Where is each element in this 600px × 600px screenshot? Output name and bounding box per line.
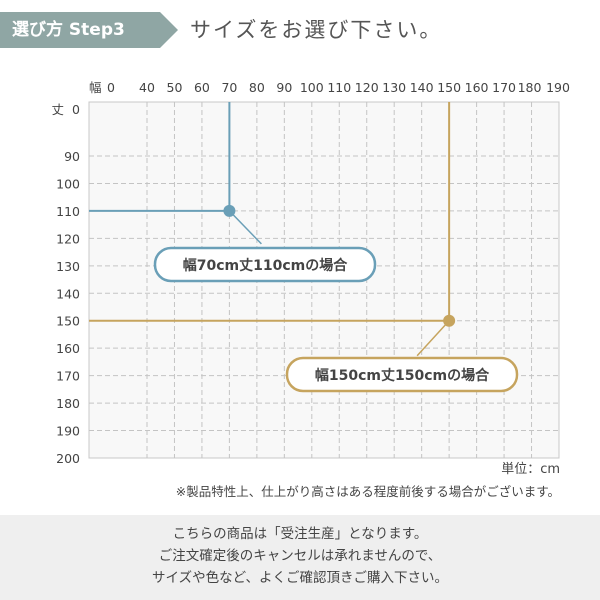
x-tick-label: 100 (300, 80, 324, 95)
x-tick-label: 180 (518, 80, 542, 95)
page-title: サイズをお選び下さい。 (190, 18, 443, 42)
x-tick-label: 80 (249, 80, 265, 95)
x-tick-label: 90 (276, 80, 292, 95)
y-tick-label: 120 (56, 231, 80, 246)
x-tick-label: 40 (139, 80, 155, 95)
size-chart: 0 40 50 60 70 80 90 100 110 120 130 140 150 160 170 180… (51, 80, 570, 466)
y-tick-label: 170 (56, 369, 80, 384)
x-tick-label: 120 (355, 80, 379, 95)
x-tick-label: 150 (437, 80, 461, 95)
y-tick-label: 110 (56, 204, 80, 219)
y-tick-label: 130 (56, 259, 80, 274)
x-tick-label: 0 (107, 80, 115, 95)
marker-dot (443, 314, 456, 327)
callout-box (153, 246, 377, 283)
y-axis-label: 丈 (51, 102, 64, 117)
y-tick-label: 0 (72, 102, 80, 117)
y-tick-label: 100 (56, 176, 80, 191)
note-text: ※製品特性上、仕上がり高さはある程度前後する場合がございます。 (175, 484, 560, 499)
x-tick-label: 170 (492, 80, 516, 95)
unit-label: 単位：cm (501, 462, 560, 477)
x-tick-label: 60 (194, 80, 210, 95)
x-tick-label: 130 (382, 80, 406, 95)
x-tick-label: 190 (546, 80, 570, 95)
footer-line: ご注文確定後のキャンセルは承れませんので、 (158, 548, 442, 564)
x-tick-label: 70 (221, 80, 237, 95)
y-tick-label: 140 (56, 286, 80, 301)
callout-box (285, 356, 519, 393)
callout-connector (416, 320, 450, 357)
y-tick-label: 160 (56, 341, 80, 356)
y-tick-label: 190 (56, 424, 80, 439)
x-tick-label: 160 (465, 80, 489, 95)
footer-notice: こちらの商品は「受注生産」となります。 ご注文確定後のキャンセルは承れませんので… (0, 515, 600, 600)
callout-label: 幅150cm丈150cmの場合 (315, 367, 490, 384)
callout-connector (228, 210, 262, 245)
y-tick-label: 150 (56, 314, 80, 329)
y-tick-label: 180 (56, 396, 80, 411)
x-axis-label: 幅 (89, 80, 102, 95)
x-tick-label: 140 (410, 80, 434, 95)
footer-line: サイズや色など、よくご確認頂きご購入下さい。 (152, 570, 448, 586)
marker-dot (223, 204, 236, 217)
x-tick-label: 110 (327, 80, 351, 95)
footer-line: こちらの商品は「受注生産」となります。 (172, 526, 428, 542)
y-tick-label: 200 (56, 451, 80, 466)
y-tick-label: 90 (64, 149, 80, 164)
callout-label: 幅70cm丈110cmの場合 (183, 257, 348, 274)
step-badge: 選び方 Step3 (0, 12, 178, 48)
x-tick-label: 50 (167, 80, 183, 95)
